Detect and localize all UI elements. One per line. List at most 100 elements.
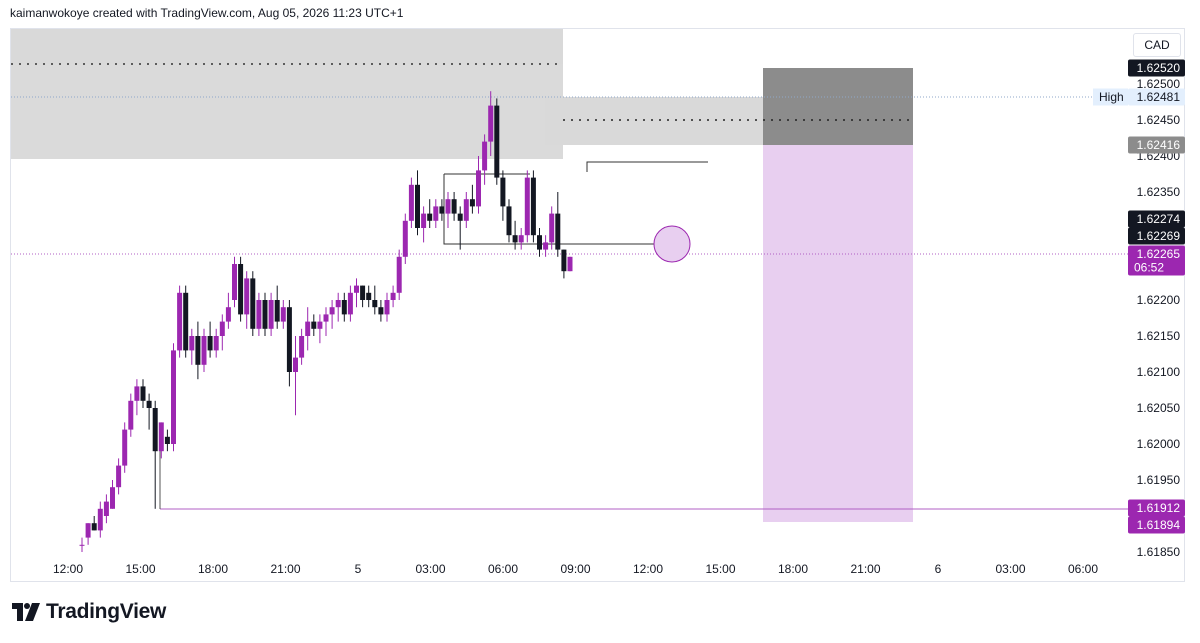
candle-body[interactable]	[494, 105, 500, 178]
candle-body[interactable]	[506, 206, 512, 236]
candle-body[interactable]	[341, 300, 347, 315]
candle-body[interactable]	[158, 422, 164, 452]
candle-body[interactable]	[177, 292, 183, 351]
swing-high-line[interactable]	[586, 161, 708, 172]
candle-body[interactable]	[152, 408, 158, 452]
price-label: 1.62265	[1137, 247, 1181, 261]
candle-body[interactable]	[457, 213, 463, 221]
candle-body[interactable]	[79, 544, 85, 546]
candle-body[interactable]	[421, 213, 427, 228]
stop-loss-zone[interactable]	[763, 68, 913, 145]
candle-body[interactable]	[378, 307, 384, 315]
candle-body[interactable]	[354, 285, 359, 293]
candle-body[interactable]	[128, 400, 134, 430]
candle-body[interactable]	[488, 105, 494, 142]
candle-body[interactable]	[469, 199, 475, 207]
range-bracket[interactable]	[443, 174, 620, 245]
candle-body[interactable]	[530, 177, 536, 236]
candle-body[interactable]	[97, 508, 103, 531]
candle-body[interactable]	[122, 429, 128, 466]
supply-zone-lower[interactable]	[11, 64, 563, 159]
candle-body[interactable]	[299, 336, 305, 358]
x-tick-label: 06:00	[488, 562, 518, 576]
candle-body[interactable]	[335, 300, 341, 308]
candle-body[interactable]	[347, 292, 353, 315]
candle-body[interactable]	[274, 300, 280, 322]
candle-body[interactable]	[445, 199, 451, 214]
candle-body[interactable]	[433, 206, 439, 221]
entry-marker-circle[interactable]	[653, 225, 691, 263]
candle-body[interactable]	[183, 292, 189, 351]
candle-body[interactable]	[512, 235, 518, 243]
candle-body[interactable]	[317, 321, 323, 329]
candle-body[interactable]	[293, 357, 298, 372]
candle-body[interactable]	[360, 285, 366, 300]
candle-body[interactable]	[268, 300, 274, 329]
candle-body[interactable]	[555, 213, 561, 250]
candle-body[interactable]	[305, 321, 311, 336]
order-block-zone[interactable]	[545, 97, 763, 145]
candle-body[interactable]	[476, 170, 481, 207]
candle-body[interactable]	[408, 184, 414, 221]
candle-body[interactable]	[244, 278, 250, 315]
candle-body[interactable]	[451, 199, 457, 214]
candle-body[interactable]	[110, 487, 115, 509]
candle-body[interactable]	[537, 235, 542, 250]
candle-body[interactable]	[140, 386, 146, 401]
candle-body[interactable]	[91, 523, 97, 531]
candle-body[interactable]	[366, 292, 372, 300]
candle-body[interactable]	[384, 300, 390, 315]
candle-body[interactable]	[482, 141, 488, 171]
candle-body[interactable]	[189, 336, 195, 351]
candle-body[interactable]	[463, 199, 469, 221]
supply-zone-upper[interactable]	[11, 29, 563, 64]
candle-body[interactable]	[549, 213, 555, 243]
y-tick-label: 1.62500	[1137, 77, 1181, 91]
candle-body[interactable]	[561, 249, 567, 272]
candle-body[interactable]	[225, 307, 231, 322]
y-tick-label: 1.62200	[1137, 293, 1181, 307]
candle-body[interactable]	[116, 465, 122, 488]
candle-body[interactable]	[329, 307, 335, 315]
candle-body[interactable]	[372, 300, 378, 308]
candle-body[interactable]	[543, 242, 549, 250]
candle-body[interactable]	[103, 501, 109, 516]
candle-body[interactable]	[524, 177, 530, 236]
candle-body[interactable]	[415, 184, 420, 228]
candle-body[interactable]	[439, 206, 445, 214]
y-tick-label: 1.62450	[1137, 113, 1181, 127]
candle-body[interactable]	[195, 336, 201, 365]
candle-body[interactable]	[134, 386, 140, 401]
candle-body[interactable]	[171, 350, 176, 444]
candle-body[interactable]	[396, 256, 402, 293]
candle-body[interactable]	[219, 321, 225, 336]
candle-body[interactable]	[207, 336, 213, 351]
x-tick-label: 6	[935, 562, 942, 576]
candle-body[interactable]	[201, 336, 207, 365]
candle-body[interactable]	[500, 177, 506, 207]
candle-body[interactable]	[232, 264, 237, 300]
candle-body[interactable]	[256, 300, 262, 329]
candle-body[interactable]	[85, 523, 91, 538]
currency-selector[interactable]: CAD	[1133, 33, 1181, 57]
price-label: 1.62416	[1137, 138, 1181, 152]
candle-body[interactable]	[427, 213, 433, 221]
candle-body[interactable]	[567, 256, 573, 272]
candle-body[interactable]	[164, 436, 170, 444]
candle-body[interactable]	[402, 220, 408, 257]
candle-body[interactable]	[238, 264, 244, 315]
candle-body[interactable]	[286, 307, 292, 372]
candle-body[interactable]	[250, 278, 256, 329]
candle-body[interactable]	[262, 300, 268, 329]
candle-body[interactable]	[518, 235, 524, 243]
candle-body[interactable]	[311, 321, 317, 329]
take-profit-zone[interactable]	[763, 145, 913, 522]
candle-body[interactable]	[390, 292, 396, 300]
x-tick-label: 03:00	[415, 562, 445, 576]
candle-body[interactable]	[213, 336, 219, 351]
x-tick-label: 03:00	[995, 562, 1025, 576]
candle-body[interactable]	[146, 400, 152, 408]
candle-body[interactable]	[323, 314, 329, 322]
candle-body[interactable]	[280, 307, 286, 322]
